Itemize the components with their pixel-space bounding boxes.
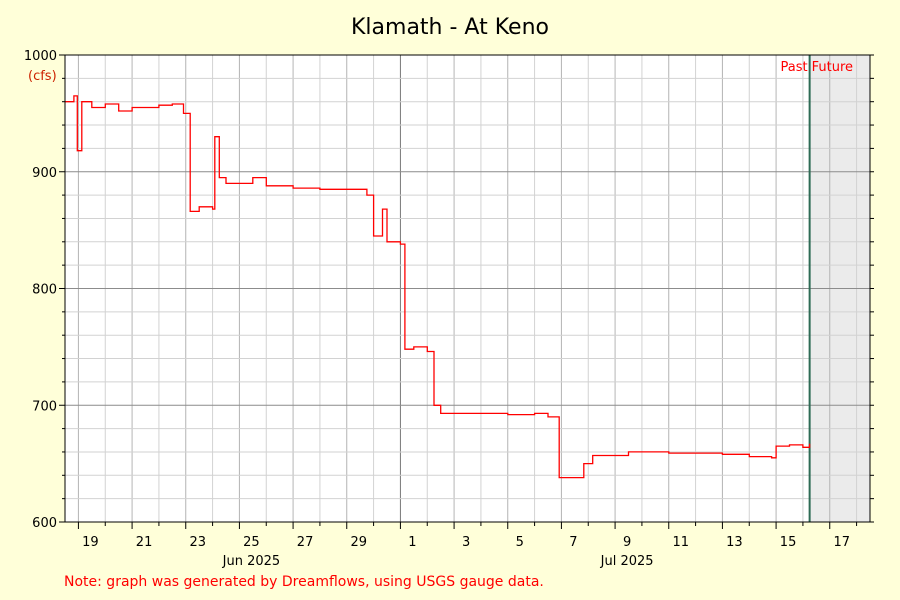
- x-tick-label: 15: [780, 535, 797, 550]
- x-tick-label: 3: [462, 535, 470, 550]
- plot-border: [64, 54, 871, 523]
- future-label: Future: [812, 60, 853, 75]
- x-month-label: Jun 2025: [222, 554, 281, 569]
- x-tick-label: 19: [82, 535, 99, 550]
- x-tick-label: 5: [516, 535, 524, 550]
- y-tick-label: 1000: [24, 49, 57, 64]
- x-tick-label: 9: [623, 535, 631, 550]
- y-tick-label: 800: [32, 283, 57, 298]
- x-tick-label: 13: [726, 535, 743, 550]
- y-tick-label: 700: [32, 399, 57, 414]
- past-label: Past: [781, 60, 808, 75]
- x-tick-label: 21: [136, 535, 153, 550]
- x-tick-label: 27: [297, 535, 314, 550]
- footer-note: Note: graph was generated by Dreamflows,…: [64, 574, 544, 590]
- x-tick-label: 11: [672, 535, 689, 550]
- y-tick-label: 600: [32, 516, 57, 531]
- y-axis-unit-label: (cfs): [28, 69, 57, 84]
- flow-series-line: [65, 95, 811, 479]
- x-tick-label: 23: [189, 535, 206, 550]
- x-tick-label: 1: [408, 535, 416, 550]
- chart-title: Klamath - At Keno: [351, 15, 549, 40]
- x-tick-label: 25: [243, 535, 260, 550]
- x-month-label: Jul 2025: [600, 554, 654, 569]
- x-tick-label: 29: [350, 535, 367, 550]
- y-tick-label: 900: [32, 166, 57, 181]
- x-tick-label: 17: [833, 535, 850, 550]
- x-tick-label: 7: [569, 535, 577, 550]
